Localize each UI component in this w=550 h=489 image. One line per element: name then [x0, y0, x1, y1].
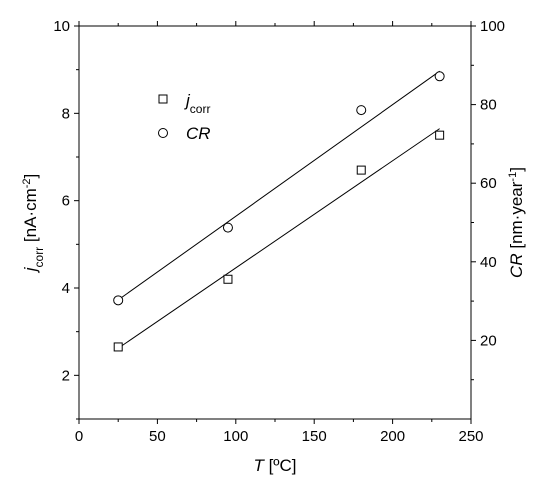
x-tick-label: 250 [458, 428, 483, 445]
x-axis-label-var: T [253, 456, 265, 475]
y-left-tick-label: 8 [62, 105, 70, 122]
jcorr-point [435, 130, 445, 140]
cr-point [356, 105, 367, 116]
y-left-tick-label: 2 [62, 367, 70, 384]
y-right-label-sup: -1 [507, 172, 519, 182]
y-right-label-var: CR [507, 253, 526, 278]
y-left-tick-label: 10 [53, 18, 70, 35]
x-tick-label: 150 [302, 428, 327, 445]
jcorr-point [113, 342, 123, 352]
y-right-axis-label: CR [nm·year-1] [507, 167, 526, 278]
x-tick-label: 200 [380, 428, 405, 445]
y-left-axis-label: jcorr [nA·cm-2] [21, 174, 46, 274]
jcorr-point [223, 274, 233, 284]
x-tick-label: 50 [149, 428, 166, 445]
legend-circle-marker [158, 128, 168, 138]
x-tick-label: 100 [223, 428, 248, 445]
y-left-label-sub: corr [32, 247, 46, 268]
legend-cr-name: CR [186, 124, 211, 143]
cr-point [434, 71, 445, 82]
y-right-label-close: ] [507, 167, 526, 172]
legend-square-marker [158, 94, 168, 104]
legend-jcorr-var: j [184, 91, 191, 110]
y-left-tick-label: 4 [62, 280, 70, 297]
y-right-tick-label: 100 [480, 18, 505, 35]
y-right-tick-label: 80 [480, 97, 497, 114]
legend-label-cr: CR [186, 124, 211, 143]
y-left-label-sup: -2 [21, 178, 33, 188]
y-left-tick-label: 6 [62, 193, 70, 210]
x-tick-label: 0 [75, 428, 83, 445]
jcorr-point [356, 165, 366, 175]
plot-frame [78, 25, 472, 420]
x-axis-label-unit: [ºC] [264, 456, 297, 475]
y-right-tick-label: 60 [480, 175, 497, 192]
y-left-label-var: j [21, 266, 40, 273]
fit-line-0 [117, 128, 440, 349]
legend-jcorr-sub: corr [190, 102, 211, 116]
fit-line-1 [117, 70, 440, 301]
y-left-label-close: ] [21, 174, 40, 179]
cr-point [222, 222, 233, 233]
x-axis-label: T [ºC] [253, 456, 296, 475]
y-left-label-unit: [nA·cm [21, 188, 40, 247]
cr-point [113, 295, 124, 306]
y-right-label-unit: [nm·year [507, 181, 526, 253]
legend-label-jcorr: jcorr [184, 91, 210, 116]
y-right-tick-label: 20 [480, 332, 497, 349]
y-right-tick-label: 40 [480, 254, 497, 271]
